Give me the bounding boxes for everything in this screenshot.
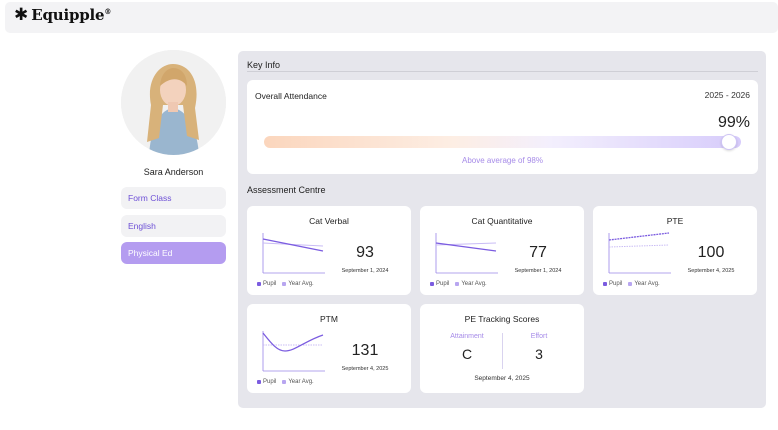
student-avatar bbox=[121, 50, 226, 155]
metric-value: 100 bbox=[697, 244, 725, 261]
pe-date: September 4, 2025 bbox=[474, 375, 530, 382]
attendance-card: Overall Attendance 2025 - 2026 99% Above… bbox=[247, 80, 758, 174]
pte-chart bbox=[608, 232, 671, 274]
attainment-value: C bbox=[461, 346, 473, 362]
avg-swatch bbox=[282, 282, 287, 286]
effort-label: Effort bbox=[530, 333, 548, 340]
main-panel: Key Info Overall Attendance 2025 - 2026 … bbox=[238, 51, 766, 408]
avg-swatch bbox=[628, 282, 633, 286]
metric-card-cat-verbal[interactable]: Cat Verbal 93 September 1, 2024 Pupil Ye… bbox=[247, 206, 411, 295]
metric-date: September 4, 2025 bbox=[687, 268, 735, 274]
pe-attainment: Attainment C bbox=[432, 333, 502, 362]
metric-value: 93 bbox=[356, 244, 374, 261]
legend-avg: Year Avg. bbox=[634, 281, 660, 287]
subject-nav: Form Class English Physical Ed bbox=[121, 187, 226, 270]
asterisk-icon: ✱ bbox=[14, 4, 29, 25]
metric-card-pte[interactable]: PTE 100 September 4, 2025 Pupil Year Avg… bbox=[593, 206, 757, 295]
attendance-value: 99% bbox=[717, 114, 750, 131]
key-info-title: Key Info bbox=[247, 60, 281, 70]
metric-date: September 1, 2024 bbox=[341, 268, 389, 274]
top-bar: ✱ Equipple® bbox=[5, 2, 778, 33]
brand-name: Equipple® bbox=[31, 6, 112, 24]
attendance-note: Above average of 98% bbox=[462, 156, 543, 165]
chart-legend: Pupil Year Avg. bbox=[603, 281, 660, 287]
pupil-swatch bbox=[257, 282, 261, 286]
pe-tracking-card[interactable]: PE Tracking Scores Attainment C Effort 3… bbox=[420, 304, 584, 393]
legend-pupil: Pupil bbox=[263, 281, 277, 287]
nav-item-physical-ed[interactable]: Physical Ed bbox=[121, 242, 226, 264]
cat-verbal-chart bbox=[262, 233, 325, 274]
legend-avg: Year Avg. bbox=[288, 281, 314, 287]
assessment-title: Assessment Centre bbox=[247, 185, 326, 195]
pupil-line bbox=[435, 242, 497, 252]
pupil-line bbox=[262, 238, 324, 252]
pupil-swatch bbox=[257, 380, 261, 384]
legend-pupil: Pupil bbox=[609, 281, 623, 287]
avg-swatch bbox=[282, 380, 287, 384]
metric-card-ptm[interactable]: PTM 131 September 4, 2025 Pupil Year Avg… bbox=[247, 304, 411, 393]
metric-value: 77 bbox=[529, 244, 547, 261]
pe-title: PE Tracking Scores bbox=[464, 314, 540, 324]
metric-title: Cat Quantitative bbox=[471, 216, 533, 226]
nav-item-english[interactable]: English bbox=[121, 214, 226, 237]
legend-avg: Year Avg. bbox=[288, 379, 314, 385]
metric-title: PTM bbox=[320, 314, 338, 324]
year-avg-line bbox=[608, 244, 670, 248]
attendance-year: 2025 - 2026 bbox=[704, 90, 750, 100]
pe-divider bbox=[502, 333, 503, 369]
metric-card-cat-quantitative[interactable]: Cat Quantitative 77 September 1, 2024 Pu… bbox=[420, 206, 584, 295]
metric-date: September 4, 2025 bbox=[341, 366, 389, 372]
attendance-slider-handle[interactable] bbox=[721, 134, 737, 150]
student-name: Sara Anderson bbox=[143, 167, 204, 177]
metric-title: Cat Verbal bbox=[309, 216, 349, 226]
attendance-label: Overall Attendance bbox=[255, 91, 327, 101]
legend-pupil: Pupil bbox=[263, 379, 277, 385]
ptm-chart bbox=[262, 331, 325, 372]
metric-date: September 1, 2024 bbox=[514, 268, 562, 274]
effort-value: 3 bbox=[535, 346, 543, 362]
pupil-swatch bbox=[603, 282, 607, 286]
pupil-swatch bbox=[430, 282, 434, 286]
cat-quantitative-chart bbox=[435, 233, 498, 274]
brand-logo[interactable]: ✱ Equipple® bbox=[14, 6, 111, 24]
legend-pupil: Pupil bbox=[436, 281, 450, 287]
pupil-line bbox=[262, 332, 324, 352]
chart-legend: Pupil Year Avg. bbox=[257, 379, 314, 385]
nav-item-form-class[interactable]: Form Class bbox=[121, 187, 226, 209]
metric-title: PTE bbox=[666, 216, 684, 226]
attainment-label: Attainment bbox=[450, 333, 484, 340]
pe-effort: Effort 3 bbox=[504, 333, 574, 362]
legend-avg: Year Avg. bbox=[461, 281, 487, 287]
pupil-line bbox=[608, 232, 670, 241]
chart-legend: Pupil Year Avg. bbox=[430, 281, 487, 287]
attendance-progress-bar bbox=[264, 136, 741, 148]
metric-value: 131 bbox=[351, 342, 379, 359]
avg-swatch bbox=[455, 282, 460, 286]
chart-legend: Pupil Year Avg. bbox=[257, 281, 314, 287]
divider bbox=[247, 71, 758, 72]
